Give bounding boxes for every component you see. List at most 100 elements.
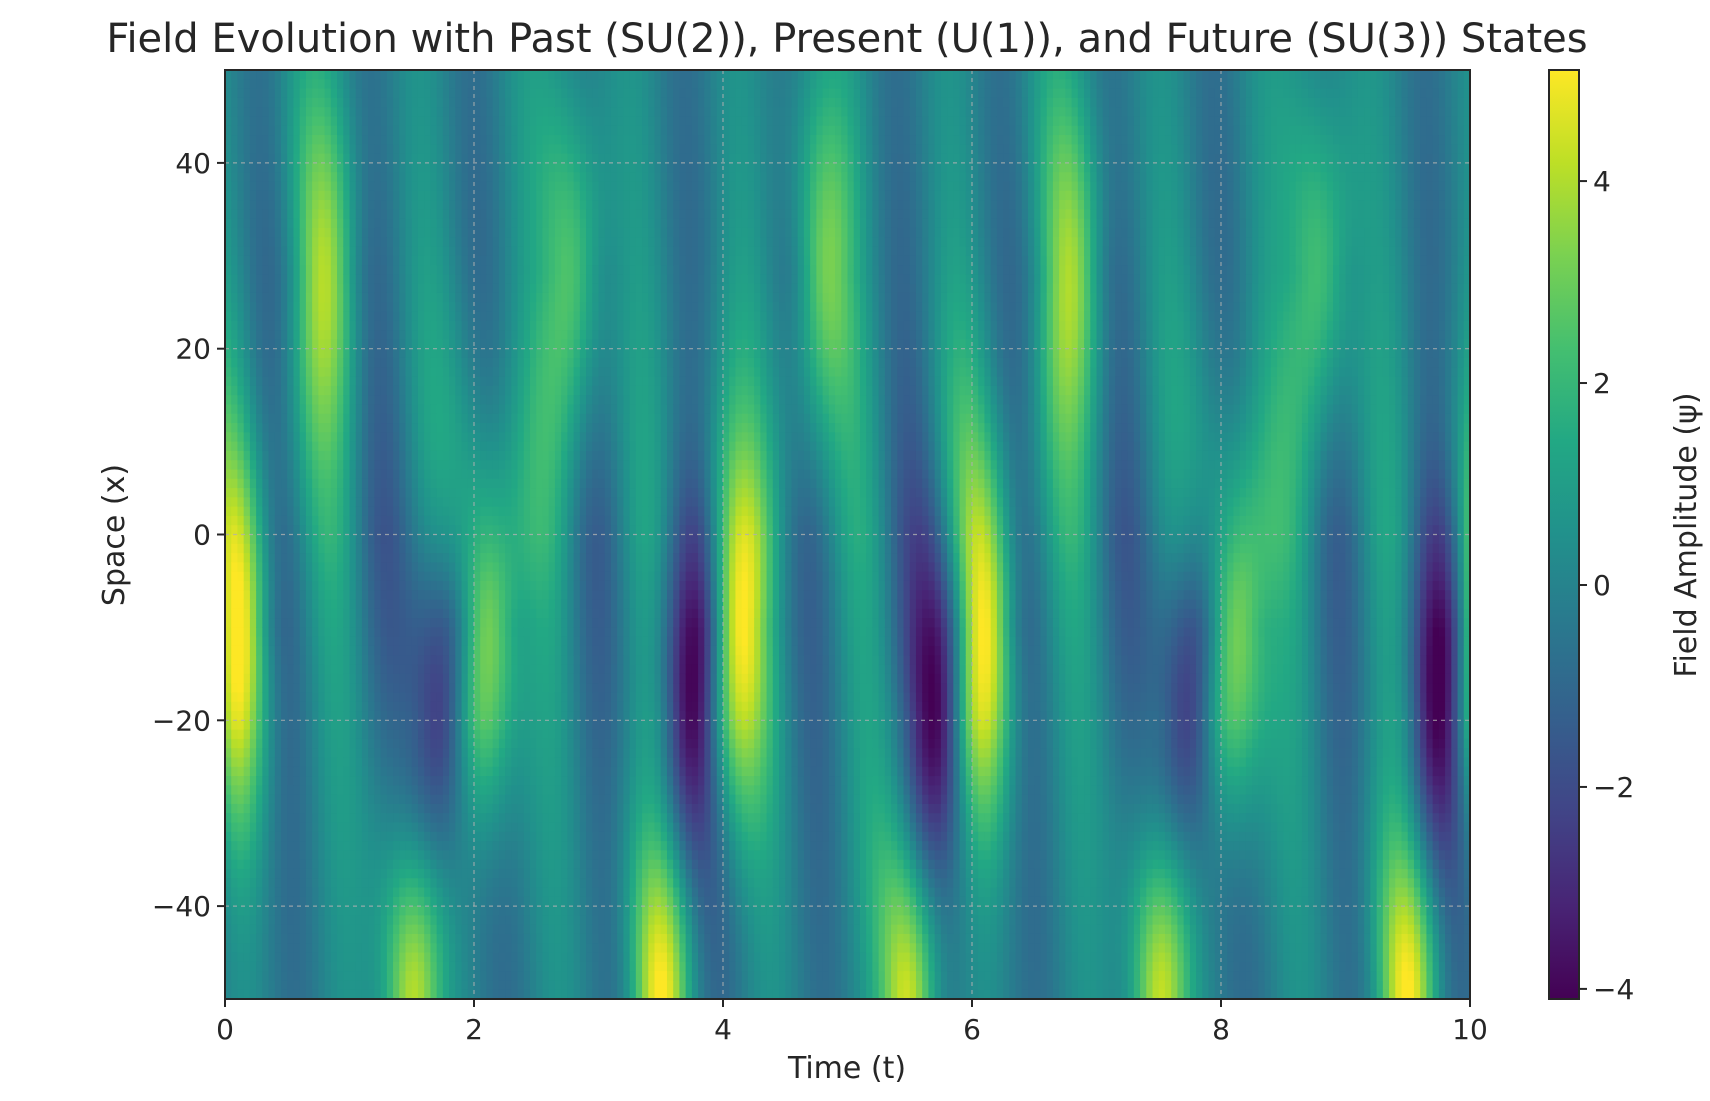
heatmap-cell [486, 191, 493, 201]
heatmap-cell [530, 107, 537, 117]
heatmap-cell [331, 971, 338, 981]
heatmap-cell [287, 757, 294, 767]
heatmap-cell [399, 906, 406, 916]
heatmap-cell [530, 181, 537, 191]
heatmap-cell [499, 572, 506, 582]
heatmap-cell [499, 943, 506, 953]
heatmap-cell [306, 497, 313, 507]
heatmap-cell [505, 915, 512, 925]
heatmap-cell [362, 172, 369, 182]
heatmap-cell [262, 934, 269, 944]
heatmap-cell [256, 692, 263, 702]
heatmap-cell [499, 479, 506, 489]
heatmap-cell [343, 776, 350, 786]
heatmap-cell [443, 767, 450, 777]
heatmap-cell [430, 107, 437, 117]
heatmap-cell [350, 553, 357, 563]
heatmap-cell [443, 525, 450, 535]
heatmap-cell [511, 98, 518, 108]
heatmap-cell [480, 850, 487, 860]
heatmap-cell [343, 600, 350, 610]
heatmap-cell [449, 414, 456, 424]
heatmap-cell [399, 888, 406, 898]
heatmap-cell [387, 330, 394, 340]
heatmap-cell [406, 925, 413, 935]
heatmap-cell [493, 274, 500, 284]
heatmap-cell [493, 330, 500, 340]
heatmap-cell [250, 386, 257, 396]
heatmap-cell [486, 915, 493, 925]
heatmap-cell [406, 646, 413, 656]
heatmap-cell [250, 98, 257, 108]
heatmap-cell [381, 850, 388, 860]
heatmap-cell [300, 646, 307, 656]
heatmap-cell [256, 897, 263, 907]
heatmap-cell [350, 888, 357, 898]
heatmap-cell [275, 980, 282, 990]
heatmap-cell [368, 525, 375, 535]
heatmap-cell [518, 934, 525, 944]
heatmap-cell [424, 293, 431, 303]
heatmap-cell [237, 804, 244, 814]
heatmap-cell [462, 507, 469, 517]
heatmap-cell [325, 256, 332, 266]
heatmap-cell [350, 637, 357, 647]
heatmap-cell [530, 395, 537, 405]
heatmap-cell [275, 785, 282, 795]
heatmap-cell [250, 980, 257, 990]
heatmap-cell [325, 888, 332, 898]
heatmap-cell [518, 767, 525, 777]
heatmap-cell [474, 432, 481, 442]
heatmap-cell [306, 544, 313, 554]
heatmap-cell [306, 590, 313, 600]
heatmap-cell [424, 525, 431, 535]
heatmap-cell [437, 600, 444, 610]
heatmap-cell [443, 637, 450, 647]
heatmap-cell [493, 943, 500, 953]
heatmap-cell [462, 739, 469, 749]
heatmap-cell [381, 739, 388, 749]
heatmap-cell [318, 888, 325, 898]
heatmap-cell [350, 172, 357, 182]
heatmap-cell [505, 432, 512, 442]
heatmap-cell [437, 228, 444, 238]
heatmap-cell [455, 618, 462, 628]
heatmap-cell [399, 655, 406, 665]
heatmap-cell [300, 962, 307, 972]
heatmap-cell [318, 535, 325, 545]
heatmap-cell [293, 720, 300, 730]
heatmap-cell [424, 135, 431, 145]
heatmap-cell [281, 655, 288, 665]
heatmap-cell [250, 284, 257, 294]
heatmap-cell [418, 581, 425, 591]
heatmap-cell [269, 386, 276, 396]
heatmap-cell [493, 237, 500, 247]
heatmap-cell [337, 739, 344, 749]
heatmap-cell [256, 646, 263, 656]
heatmap-cell [443, 116, 450, 126]
heatmap-cell [480, 163, 487, 173]
heatmap-cell [244, 460, 251, 470]
heatmap-cell [231, 386, 238, 396]
heatmap-cell [449, 172, 456, 182]
heatmap-cell [499, 460, 506, 470]
heatmap-cell [312, 860, 319, 870]
heatmap-cell [262, 404, 269, 414]
heatmap-cell [362, 404, 369, 414]
heatmap-cell [262, 627, 269, 637]
heatmap-cell [281, 748, 288, 758]
heatmap-cell [486, 312, 493, 322]
heatmap-cell [325, 302, 332, 312]
heatmap-cell [362, 79, 369, 89]
heatmap-cell [262, 154, 269, 164]
heatmap-cell [287, 553, 294, 563]
heatmap-cell [225, 934, 232, 944]
heatmap-cell [312, 451, 319, 461]
heatmap-cell [293, 98, 300, 108]
heatmap-cell [343, 274, 350, 284]
heatmap-cell [237, 339, 244, 349]
heatmap-cell [518, 748, 525, 758]
heatmap-cell [306, 163, 313, 173]
heatmap-cell [356, 172, 363, 182]
heatmap-cell [374, 943, 381, 953]
